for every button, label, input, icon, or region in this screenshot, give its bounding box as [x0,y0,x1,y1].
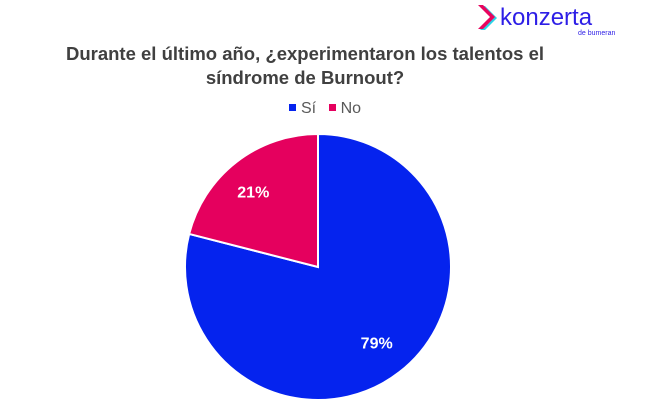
legend-item-si: Sí [288,100,317,117]
chart-title-line: Durante el último año, ¿experimentaron l… [65,43,544,64]
pie-slice-no [187,132,319,269]
legend-swatch [288,104,296,112]
data-label: 21% [237,184,269,201]
legend-swatch [328,104,336,112]
logo-subtext: de bumeran [578,30,615,37]
data-label: 79% [361,336,393,353]
legend-label: Sí [300,100,317,117]
legend-label: No [340,100,362,117]
chart-title: Durante el último año, ¿experimentaron l… [0,42,610,90]
legend: Sí No [0,100,650,118]
logo-text: konzerta [500,4,593,31]
konzerta-logo: konzerta de bumeran [478,4,615,37]
chart-title-line: síndrome de Burnout? [205,67,405,88]
legend-item-no: No [328,100,362,117]
